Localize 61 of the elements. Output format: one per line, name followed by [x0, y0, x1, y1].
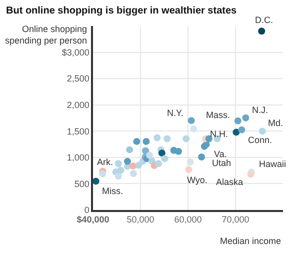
annotation: Md. — [268, 118, 284, 128]
point — [135, 162, 142, 169]
y-tick-label: $3,000 — [62, 47, 90, 58]
point — [234, 117, 242, 124]
y-tick-label: 500 — [74, 178, 90, 189]
point — [175, 148, 182, 155]
annotation: Utah — [212, 158, 232, 168]
point — [258, 28, 266, 35]
point — [238, 126, 246, 134]
annotation: Wyo. — [187, 175, 208, 185]
x-tick-label: 70,000 — [222, 214, 250, 225]
annotation: Miss. — [102, 186, 123, 196]
point — [205, 135, 212, 142]
x-tick-label: $40,000 — [76, 214, 110, 225]
x-tick-label: 50,000 — [126, 214, 154, 225]
point — [133, 138, 140, 145]
point — [114, 172, 122, 180]
point — [130, 170, 137, 178]
point — [190, 125, 198, 132]
annotation: Va. — [214, 149, 227, 159]
annotation: N.Y. — [167, 108, 184, 118]
point — [232, 128, 240, 136]
point — [154, 134, 161, 142]
annotation: Conn. — [248, 135, 272, 145]
point — [186, 158, 194, 166]
x-tick-label: 60,000 — [174, 214, 202, 225]
point — [126, 146, 134, 154]
y-tick-label: 1,500 — [66, 126, 90, 136]
point — [182, 135, 190, 142]
point — [142, 138, 150, 145]
annotation: Hawaii — [259, 159, 286, 169]
x-axis-title: Median income — [220, 236, 282, 246]
point — [114, 160, 122, 168]
y-tick-label: 1,000 — [66, 152, 90, 163]
point — [188, 117, 195, 124]
annotation: N.J. — [252, 105, 268, 115]
point — [117, 166, 124, 174]
point — [247, 170, 254, 178]
point — [258, 128, 266, 135]
point — [124, 158, 131, 165]
point — [158, 150, 166, 157]
point — [155, 160, 162, 168]
annotation: Alaska — [216, 177, 244, 187]
point — [242, 114, 250, 122]
point — [99, 170, 106, 178]
y-tick-label: 2,500 — [66, 74, 90, 84]
annotation: D.C. — [255, 15, 273, 25]
point — [198, 154, 206, 161]
point — [185, 166, 192, 174]
point — [146, 152, 154, 159]
point — [164, 135, 171, 142]
point — [93, 178, 100, 185]
annotation: Ark. — [97, 157, 114, 167]
point — [161, 155, 168, 162]
annotation: N.H. — [210, 129, 228, 139]
chart-title: But online shopping is bigger in wealthier states — [6, 6, 238, 16]
annotation: Mass. — [206, 110, 230, 120]
y-tick-label: 0 — [84, 205, 90, 216]
point — [129, 162, 136, 170]
y-axis-title: Online shopping spending per person — [5, 24, 88, 46]
y-tick-label: 2,000 — [66, 100, 90, 110]
